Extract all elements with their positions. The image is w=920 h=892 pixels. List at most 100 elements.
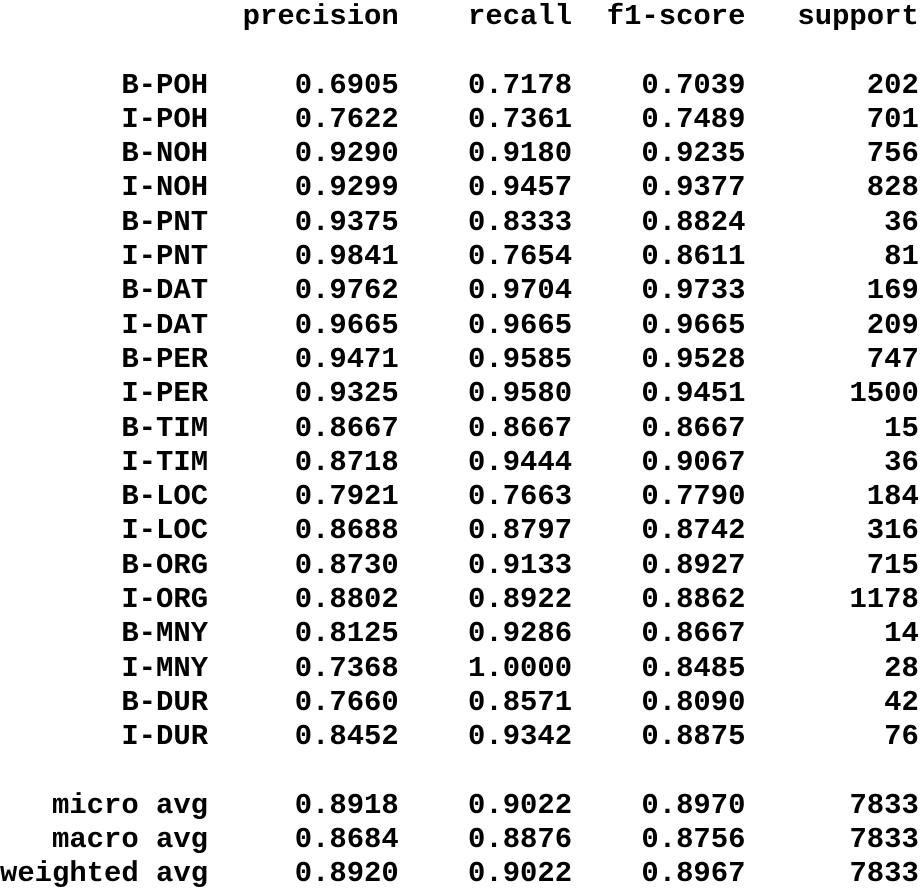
table-row: I-PER 0.9325 0.9580 0.9451 1500	[0, 377, 920, 411]
recall-value: 0.7361	[468, 102, 573, 136]
support-value: 7833	[849, 857, 919, 891]
precision-value: 0.9290	[294, 137, 399, 171]
f1-score-value: 0.8667	[641, 411, 746, 445]
table-row: I-ORG 0.8802 0.8922 0.8862 1178	[0, 583, 920, 617]
f1-score-value: 0.8667	[641, 617, 746, 651]
row-label: I-MNY	[121, 651, 209, 685]
row-gap	[208, 720, 225, 754]
f1-score-value: 0.7790	[641, 480, 746, 514]
table-row: B-TIM 0.8667 0.8667 0.8667 15	[0, 412, 920, 446]
support-value: 7833	[849, 788, 919, 822]
precision-value: 0.9325	[294, 377, 399, 411]
recall-value: 0.9444	[468, 445, 573, 479]
table-row: weighted avg 0.8920 0.9022 0.8967 7833	[0, 857, 920, 891]
f1-score-value: 0.8927	[641, 548, 746, 582]
table-row: I-MNY 0.7368 1.0000 0.8485 28	[0, 652, 920, 686]
recall-value: 0.8876	[468, 823, 573, 857]
recall-value: 0.9022	[468, 857, 573, 891]
averages-section: micro avg 0.8918 0.9022 0.8970 7833 macr…	[0, 789, 920, 892]
precision-value: 0.9762	[294, 274, 399, 308]
precision-value: 0.8718	[294, 445, 399, 479]
precision-value: 0.6905	[294, 68, 399, 102]
recall-value: 0.9342	[468, 720, 573, 754]
blank-line	[0, 34, 920, 68]
precision-value: 0.7622	[294, 102, 399, 136]
f1-score-value: 0.8485	[641, 651, 746, 685]
support-value: 42	[884, 685, 919, 719]
table-row: I-LOC 0.8688 0.8797 0.8742 316	[0, 514, 920, 548]
precision-value: 0.8802	[294, 583, 399, 617]
row-gap	[208, 206, 225, 240]
row-gap	[208, 137, 225, 171]
f1-score-value: 0.8862	[641, 583, 746, 617]
table-row: B-NOH 0.9290 0.9180 0.9235 756	[0, 137, 920, 171]
support-value: 209	[866, 308, 919, 342]
precision-value: 0.9375	[294, 205, 399, 239]
support-value: 701	[866, 102, 919, 136]
row-label: B-PNT	[121, 205, 209, 239]
support-value: 7833	[849, 823, 919, 857]
row-gap	[208, 652, 225, 686]
support-value: 316	[866, 514, 919, 548]
table-row: I-NOH 0.9299 0.9457 0.9377 828	[0, 171, 920, 205]
support-value: 81	[884, 240, 919, 274]
f1-score-value: 0.9528	[641, 342, 746, 376]
f1-score-value: 0.8967	[641, 857, 746, 891]
recall-value: 0.7178	[468, 68, 573, 102]
row-gap	[208, 377, 225, 411]
row-gap	[208, 69, 225, 103]
row-gap	[208, 583, 225, 617]
column-header-recall: recall	[468, 0, 573, 33]
table-row: B-DAT 0.9762 0.9704 0.9733 169	[0, 274, 920, 308]
row-gap	[208, 823, 225, 857]
row-gap	[208, 446, 225, 480]
row-label: B-PER	[121, 342, 209, 376]
recall-value: 0.9286	[468, 617, 573, 651]
f1-score-value: 0.9235	[641, 137, 746, 171]
row-gap	[208, 274, 225, 308]
recall-value: 0.7654	[468, 240, 573, 274]
f1-score-value: 0.8090	[641, 685, 746, 719]
precision-value: 0.8452	[294, 720, 399, 754]
row-label: micro avg	[51, 788, 209, 822]
f1-score-value: 0.8970	[641, 788, 746, 822]
table-row: I-POH 0.7622 0.7361 0.7489 701	[0, 103, 920, 137]
recall-value: 0.9180	[468, 137, 573, 171]
row-label: I-DUR	[121, 720, 209, 754]
row-label: B-POH	[121, 68, 209, 102]
row-label: I-POH	[121, 102, 209, 136]
precision-value: 0.9299	[294, 171, 399, 205]
row-label: B-DAT	[121, 274, 209, 308]
f1-score-value: 0.9665	[641, 308, 746, 342]
row-label: weighted avg	[0, 857, 209, 891]
precision-value: 0.7368	[294, 651, 399, 685]
precision-value: 0.8730	[294, 548, 399, 582]
row-gap	[208, 171, 225, 205]
support-value: 36	[884, 205, 919, 239]
support-value: 747	[866, 342, 919, 376]
support-value: 828	[866, 171, 919, 205]
f1-score-value: 0.9451	[641, 377, 746, 411]
table-row: micro avg 0.8918 0.9022 0.8970 7833	[0, 789, 920, 823]
row-label: I-PNT	[121, 240, 209, 274]
precision-value: 0.8688	[294, 514, 399, 548]
f1-score-value: 0.9377	[641, 171, 746, 205]
precision-value: 0.8667	[294, 411, 399, 445]
row-gap	[208, 617, 225, 651]
table-row: B-MNY 0.8125 0.9286 0.8667 14	[0, 617, 920, 651]
recall-value: 0.8797	[468, 514, 573, 548]
recall-value: 0.9704	[468, 274, 573, 308]
f1-score-value: 0.7039	[641, 68, 746, 102]
header-gap	[208, 0, 225, 34]
precision-value: 0.8920	[294, 857, 399, 891]
recall-value: 0.8922	[468, 583, 573, 617]
column-header-support: support	[797, 0, 919, 33]
table-row: B-LOC 0.7921 0.7663 0.7790 184	[0, 480, 920, 514]
f1-score-value: 0.8611	[641, 240, 746, 274]
row-gap	[208, 514, 225, 548]
row-label: macro avg	[51, 823, 209, 857]
header-row: precision recall f1-score support	[0, 0, 920, 34]
row-gap	[208, 103, 225, 137]
row-label: B-ORG	[121, 548, 209, 582]
row-label: B-TIM	[121, 411, 209, 445]
